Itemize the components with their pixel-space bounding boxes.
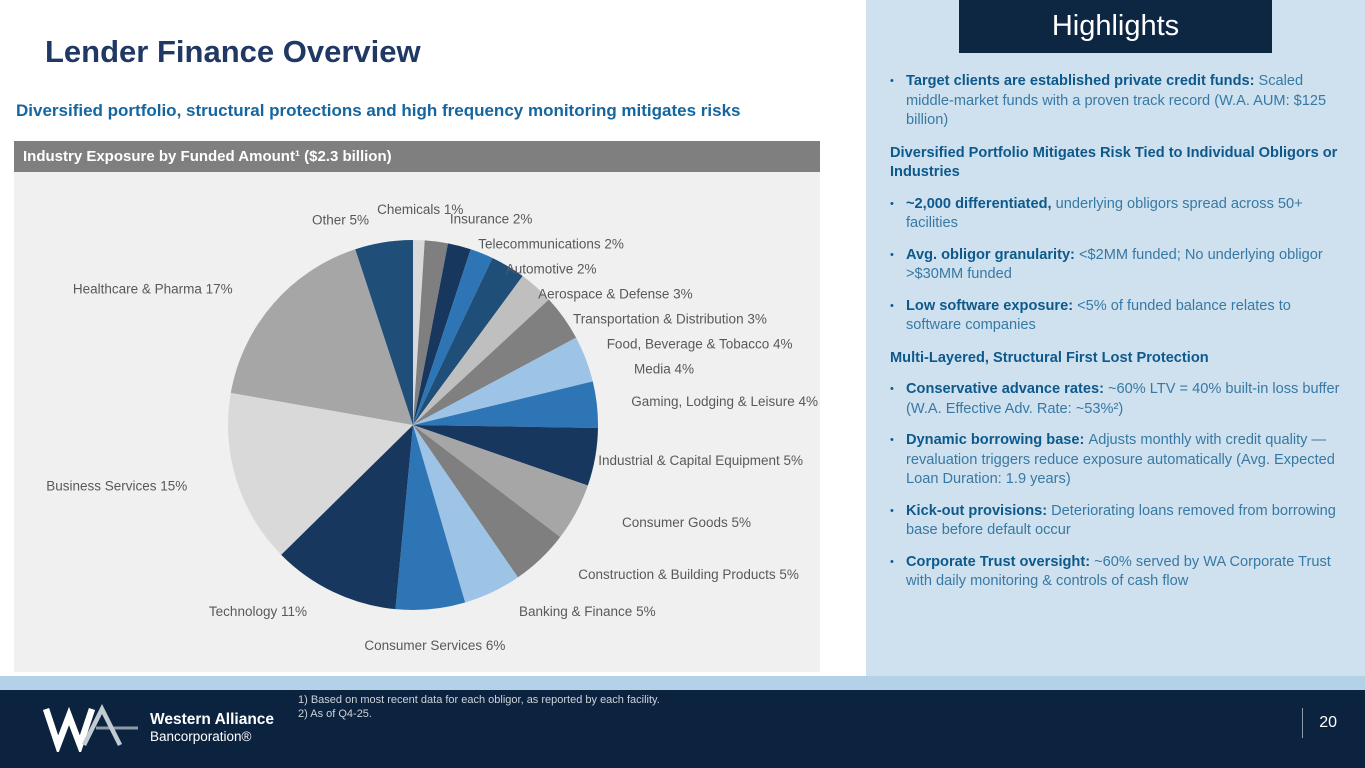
highlights-panel: Highlights • Target clients are establish… [866, 0, 1365, 676]
bullet-text: Conservative advance rates: ~60% LTV = 4… [906, 381, 1340, 417]
highlights-bullet: • Low software exposure: <5% of funded ba… [890, 297, 1348, 336]
company-logo: Western Alliance Bancorporation® [42, 702, 274, 752]
pie-slice-other [355, 240, 413, 425]
industry-exposure-pie-chart: Chemicals 1% Insurance 2% Telecommunicatio… [14, 172, 820, 672]
highlights-bullet: • ~2,000 differentiated, underlying oblig… [890, 195, 1348, 234]
accent-strip [0, 676, 1365, 690]
pie-slice-label: Business Services 15% [46, 479, 187, 494]
page-number-divider [1302, 708, 1304, 738]
pie-slice-label: Chemicals 1% [377, 202, 463, 217]
footnotes: 1) Based on most recent data for each ob… [298, 693, 660, 721]
pie-slice-food-beverage-tobacco [413, 299, 577, 425]
bullet-text: ~2,000 differentiated, underlying obligo… [906, 195, 1303, 232]
highlights-section-heading: Diversified Portfolio Mitigates Risk Tie… [890, 144, 1338, 181]
logo-company-subname: Bancorporation® [150, 728, 252, 744]
pie-slice-label: Gaming, Lodging & Leisure 4% [631, 394, 818, 409]
pie-slice-healthcare-pharma [230, 249, 413, 425]
bullet-text: Target clients are established private c… [906, 73, 1327, 128]
pie-slice-consumer-goods [413, 425, 588, 538]
bullet-text: Kick-out provisions: Deteriorating loans… [906, 502, 1336, 539]
bullet-text: Low software exposure: <5% of funded bal… [906, 297, 1291, 334]
pie-slice-consumer-services [395, 425, 466, 610]
highlights-bullet: • Corporate Trust oversight: ~60% served … [890, 553, 1348, 592]
pie-slice-gaming-lodging-leisure [413, 381, 599, 428]
pie-slice-label: Telecommunications 2% [478, 237, 624, 252]
pie-slice-banking-finance [413, 425, 518, 603]
bullet-marker-icon: • [890, 504, 894, 517]
highlights-bullet: • Kick-out provisions: Deteriorating loan… [890, 502, 1348, 541]
highlights-header: Highlights [959, 0, 1272, 53]
pie-slice-technology [281, 425, 413, 610]
footnote-2: 2) As of Q4-25. [298, 708, 372, 720]
logo-company-name: Western Alliance [150, 710, 275, 728]
highlights-bullet: • Avg. obligor granularity: <$2MM funded;… [890, 246, 1348, 285]
footer: Western Alliance Bancorporation® 1) Base… [0, 690, 1365, 768]
pie-slice-automotive [413, 249, 493, 425]
slide-subtitle: Diversified portfolio, structural protec… [16, 101, 741, 120]
bullet-marker-icon: • [890, 248, 894, 261]
pie-slice-label: Healthcare & Pharma 17% [73, 281, 233, 296]
pie-slice-label: Aerospace & Defense 3% [538, 287, 693, 302]
pie-slice-chemicals [413, 240, 425, 425]
pie-slice-label: Automotive 2% [506, 262, 597, 277]
footnote-1: 1) Based on most recent data for each ob… [298, 694, 660, 706]
bullet-marker-icon: • [890, 299, 894, 312]
pie-slice-label: Construction & Building Products 5% [578, 567, 799, 582]
highlights-bullet: • Conservative advance rates: ~60% LTV = … [890, 380, 1348, 419]
pie-slice-aerospace-defense [413, 257, 523, 425]
pie-slice-label: Consumer Goods 5% [622, 515, 751, 530]
pie-slice-media [413, 337, 593, 425]
bullet-marker-icon: • [890, 197, 894, 210]
page-number: 20 [1302, 708, 1337, 738]
page-number-value: 20 [1319, 714, 1337, 731]
pie-slice-label: Industrial & Capital Equipment 5% [598, 453, 803, 468]
bullet-text: Dynamic borrowing base: Adjusts monthly … [906, 432, 1335, 487]
chart-title-bar: Industry Exposure by Funded Amount¹ ($2.… [14, 141, 820, 172]
pie-slice-label: Food, Beverage & Tobacco 4% [607, 337, 793, 352]
wa-logo-icon [42, 703, 138, 752]
highlights-bullet: • Dynamic borrowing base: Adjusts monthly… [890, 431, 1348, 490]
bullet-marker-icon: • [890, 383, 894, 395]
highlights-section-heading: Multi-Layered, Structural First Lost Pro… [890, 349, 1209, 366]
pie-slice-label: Transportation & Distribution 3% [573, 312, 767, 327]
bullet-text: Avg. obligor granularity: <$2MM funded; … [906, 246, 1323, 283]
pie-chart-svg: Chemicals 1%Insurance 2% Telecommunicatio… [46, 202, 818, 653]
pie-slice-label: Consumer Services 6% [364, 638, 505, 653]
bullet-marker-icon: • [890, 555, 894, 568]
pie-slice-insurance [413, 240, 449, 425]
pie-slice-industrial-capital-equipment [413, 425, 598, 486]
pie-slice-telecommunications [413, 243, 471, 425]
pie-slice-business-services [228, 392, 413, 555]
logo-text: Western Alliance Bancorporation® [150, 710, 274, 745]
bullet-marker-icon: • [890, 75, 894, 87]
highlights-body: • Target clients are established private … [890, 72, 1348, 604]
pie-slice-transportation-distribution [413, 276, 549, 425]
bullet-text: Corporate Trust oversight: ~60% served b… [906, 553, 1331, 590]
pie-slice-label: Other 5% [312, 213, 369, 228]
page-title: Lender Finance Overview [45, 34, 421, 69]
pie-slice-label: Technology 11% [209, 604, 307, 619]
pie-slice-construction-building-products [413, 425, 561, 578]
pie-slice-label: Insurance 2% [450, 212, 533, 227]
highlights-bullet: • Target clients are established private … [890, 72, 1348, 131]
pie-slice-label: Banking & Finance 5% [519, 604, 656, 619]
pie-slice-label: Media 4% [634, 362, 694, 377]
bullet-marker-icon: • [890, 434, 894, 446]
